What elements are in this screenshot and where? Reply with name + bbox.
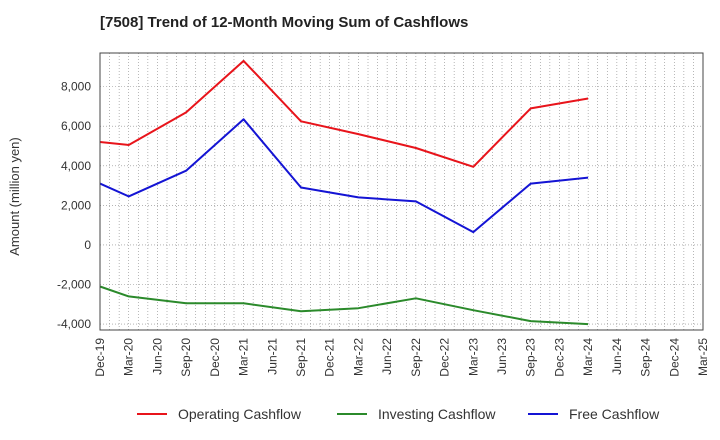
x-tick-label: Dec-19 [93, 338, 107, 377]
x-tick-label: Mar-24 [581, 338, 595, 376]
x-tick-label: Dec-21 [323, 338, 337, 377]
series-line [99, 59, 589, 168]
x-tick-label: Dec-23 [552, 338, 566, 377]
x-tick-label: Dec-20 [208, 338, 222, 377]
x-tick-label: Sep-24 [639, 338, 653, 377]
x-tick-label: Mar-20 [122, 338, 136, 376]
legend-label: Investing Cashflow [378, 406, 496, 422]
x-tick-label: Sep-22 [409, 338, 423, 377]
x-tick-label: Mar-21 [237, 338, 251, 376]
y-tick-label: 0 [84, 238, 91, 252]
legend-label: Free Cashflow [569, 406, 660, 422]
grid-layer [99, 53, 704, 330]
x-tick-label: Sep-23 [524, 338, 538, 377]
x-tick-label: Mar-25 [696, 338, 710, 376]
series-line [99, 285, 589, 326]
legend-label: Operating Cashflow [178, 406, 302, 422]
y-tick-label: -4,000 [57, 317, 91, 331]
legend-layer: Operating Cashflow Investing Cashflow Free… [137, 406, 660, 422]
x-tick-label: Dec-24 [667, 338, 681, 377]
x-tick-label: Dec-22 [438, 338, 452, 377]
x-tick-label: Mar-23 [466, 338, 480, 376]
y-tick-label: 4,000 [61, 159, 91, 173]
x-tick-label: Sep-21 [294, 338, 308, 377]
x-tick-label: Sep-20 [179, 338, 193, 377]
x-tick-label: Jun-20 [150, 338, 164, 375]
y-tick-label: 2,000 [61, 198, 91, 212]
x-tick-label: Mar-22 [351, 338, 365, 376]
y-tick-label: -2,000 [57, 277, 91, 291]
y-tick-label: 6,000 [61, 119, 91, 133]
chart-title: [7508] Trend of 12-Month Moving Sum of C… [100, 14, 469, 31]
plot-border [99, 52, 704, 331]
y-axis-title: Amount (million yen) [7, 137, 22, 256]
x-tick-label: Jun-23 [495, 338, 509, 375]
x-tick-label: Jun-24 [610, 338, 624, 375]
axis-layer: -4,000 -2,000 0 2,000 4,000 6,000 8,000 Dec-19 M… [7, 52, 710, 377]
x-tick-label: Jun-22 [380, 338, 394, 375]
y-tick-label: 8,000 [61, 80, 91, 94]
series-layer [99, 59, 589, 326]
x-tick-label: Jun-21 [265, 338, 279, 375]
series-line [99, 118, 589, 234]
